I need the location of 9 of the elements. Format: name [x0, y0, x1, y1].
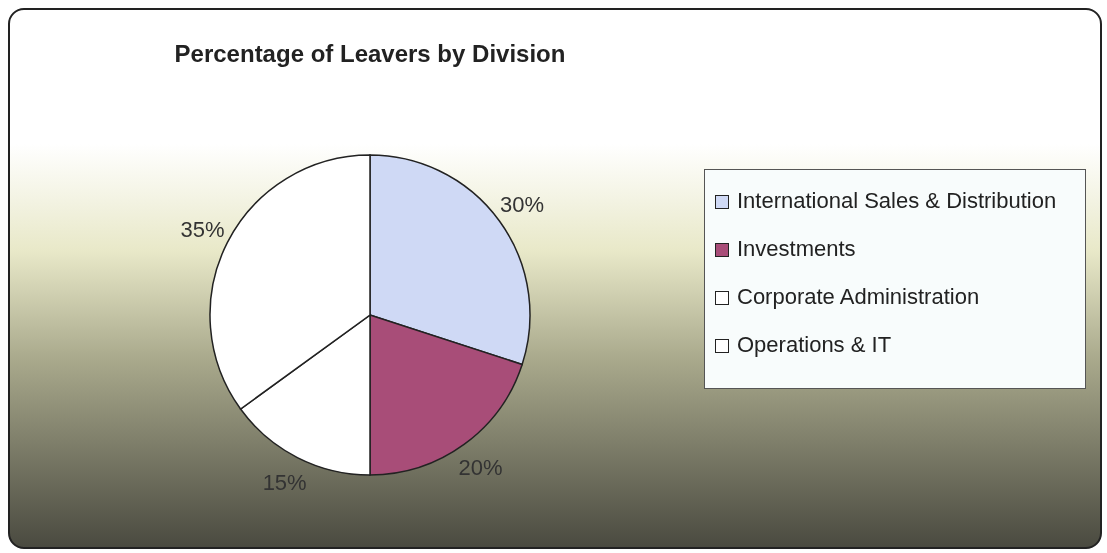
data-label: 20% [458, 454, 503, 480]
chart-title: Percentage of Leavers by Division [173, 40, 567, 68]
legend-label: Investments [737, 235, 856, 262]
legend-label: Corporate Administration [737, 283, 980, 310]
data-label: 30% [500, 192, 545, 217]
data-label: 35% [180, 217, 225, 243]
data-label: 15% [262, 470, 307, 496]
legend-label: International Sales & Distribution [737, 187, 1057, 214]
legend-label: Operations & IT [737, 331, 892, 358]
